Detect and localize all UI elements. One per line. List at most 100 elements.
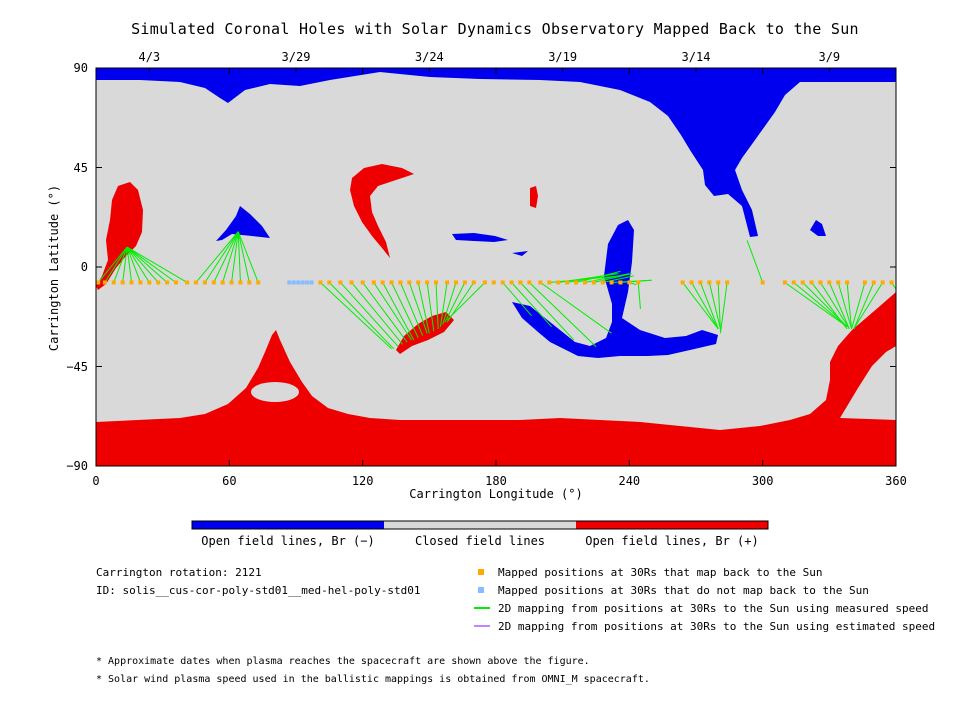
carrington-rotation: Carrington rotation: 2121 [96,566,262,579]
y-tick-label: 45 [73,160,88,175]
colorbar-open-positive [576,521,768,529]
negative-hole-lon-327 [810,220,826,236]
legend-measured-text: 2D mapping from positions at 30Rs to the… [498,602,929,615]
mapped-point [229,280,234,285]
positive-hole-lon-122 [350,164,414,258]
x-tick-label: 180 [485,474,507,488]
mapping-line [237,231,250,283]
closed-field-south-notch [840,346,896,420]
mapping-line [853,282,884,330]
mapped-point [349,280,354,285]
mapped-point [202,280,207,285]
mapping-line [793,282,848,328]
mapping-line [851,282,866,330]
mapping-line [126,246,150,283]
sample-points [96,280,894,285]
mapped-point [509,280,514,285]
negative-hole-southern-arc [512,220,718,358]
positive-hole-lon-10 [96,182,143,290]
mapped-point [147,280,152,285]
mapping-line [237,231,241,283]
mapping-line [126,246,188,283]
mapped-point [174,280,178,285]
mapped-point [500,280,505,285]
mapped-point [680,280,685,285]
mapped-point [120,280,125,285]
mapping-line [620,279,652,283]
mapping-line [746,240,764,283]
mapped-point [582,280,587,285]
mapping-line [126,247,133,283]
mapping-line [502,282,532,316]
model-id: ID: solis__cus-cor-poly-std01__med-hel-p… [96,584,421,597]
mapped-point [574,280,578,285]
mapped-point [185,280,190,285]
mapped-point [389,280,394,285]
colorbar-label-closed: Closed field lines [414,534,546,548]
mapping-line [699,282,719,330]
mapped-point [818,280,823,285]
mapped-point [862,280,867,285]
mapping-line [528,282,597,347]
mapping-line [399,282,424,336]
legend-unmapped-swatch [478,587,484,593]
mapping-line [837,282,853,330]
mapping-line [382,282,415,341]
south-polar-coronal-hole [96,292,896,466]
unmapped-point [287,280,292,285]
x-tick-label: 120 [351,474,374,488]
mapped-point [247,280,252,285]
mapped-point [462,280,467,285]
mapping-line [351,282,404,345]
note-dates: * Approximate dates when plasma reaches … [96,656,590,667]
mapping-line [122,247,128,283]
mapped-point [220,280,225,285]
mapping-line [126,246,177,283]
mapping-line [126,246,159,283]
mapped-point [836,280,841,285]
mapping-line [362,282,408,343]
mapped-point [471,280,476,285]
mapping-line [691,282,719,330]
negative-hole-lon-62 [216,206,270,241]
chart-title: Simulated Coronal Holes with Solar Dynam… [131,20,859,38]
mapping-line [444,282,466,323]
mapped-point [256,280,261,285]
mapped-point [129,280,134,285]
mapped-point [425,280,430,285]
negative-hole-lon-191 [512,251,528,256]
mapped-point [111,280,116,285]
mapped-point [845,280,850,285]
mapping-line [846,282,853,329]
mapped-point [338,280,343,285]
negative-hole-lon-162 [452,233,508,242]
mapping-line [373,282,412,341]
mapped-point [538,280,543,285]
mapped-point [716,280,721,285]
mapped-point [165,280,170,285]
mapping-line [126,246,168,283]
mapped-point [518,280,523,285]
mapped-point [760,280,765,285]
mapped-point [689,280,694,285]
mapped-point [194,280,198,285]
x-tick-label: 300 [751,474,774,488]
mapped-point [556,280,561,285]
x-tick-label: 60 [222,474,237,488]
mapping-line [231,231,239,283]
colorbar-label-open-negative: Open field lines, Br (−) [201,534,375,548]
x-tick-label: 0 [92,474,100,488]
mapping-line [602,275,634,283]
mapped-point [360,280,365,285]
mapped-point [527,280,532,285]
mapping-line [435,282,439,329]
mapped-point [156,280,161,285]
mapped-point [827,280,832,285]
legend-mapped-swatch [478,569,484,575]
mapping-line [511,282,552,328]
unmapped-point [296,280,301,285]
top-date-label: 3/14 [681,50,711,64]
mapped-point [407,280,412,285]
mapping-line [126,246,141,283]
